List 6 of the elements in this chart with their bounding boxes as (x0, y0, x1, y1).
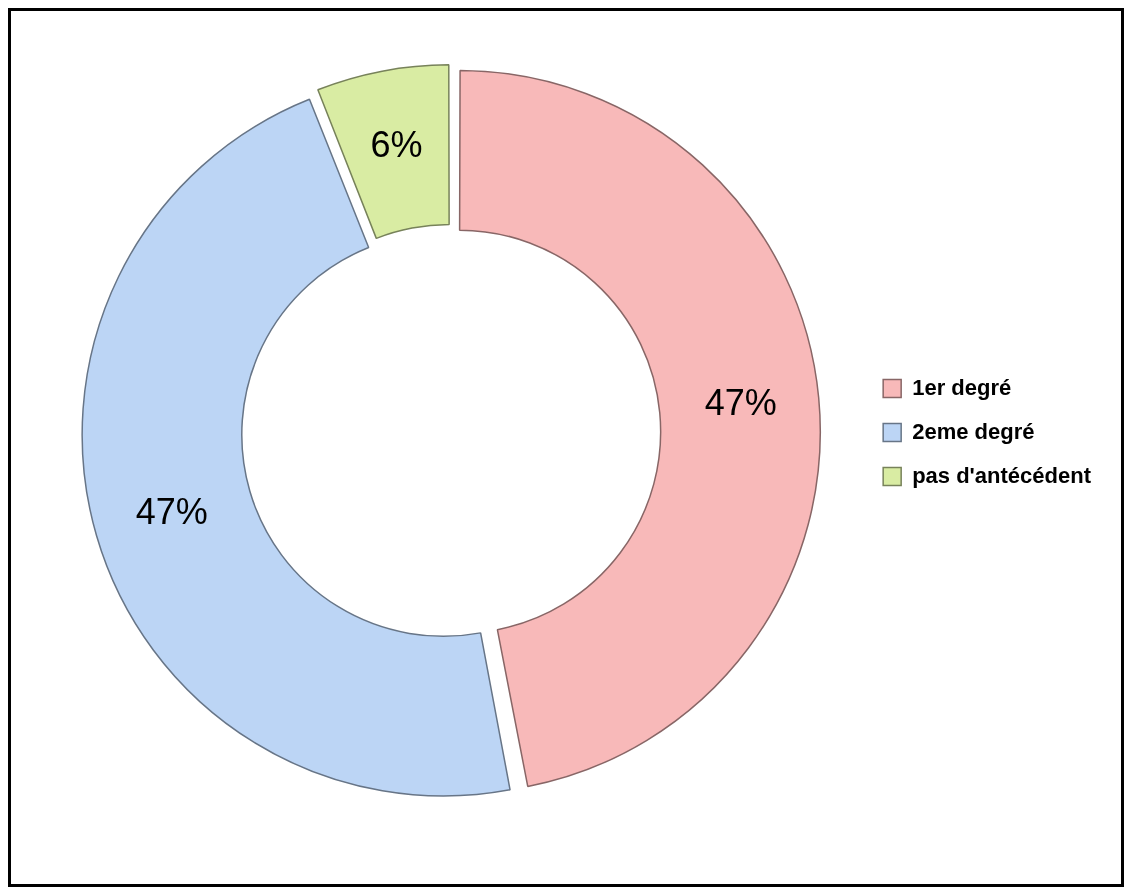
data-label: 6% (370, 123, 423, 165)
legend-label: pas d'antécédent (912, 462, 1092, 488)
legend-label: 2eme degré (912, 418, 1035, 444)
data-label: 47% (704, 382, 777, 424)
legend-label: 1er degré (912, 374, 1012, 400)
data-label: 47% (135, 490, 208, 532)
